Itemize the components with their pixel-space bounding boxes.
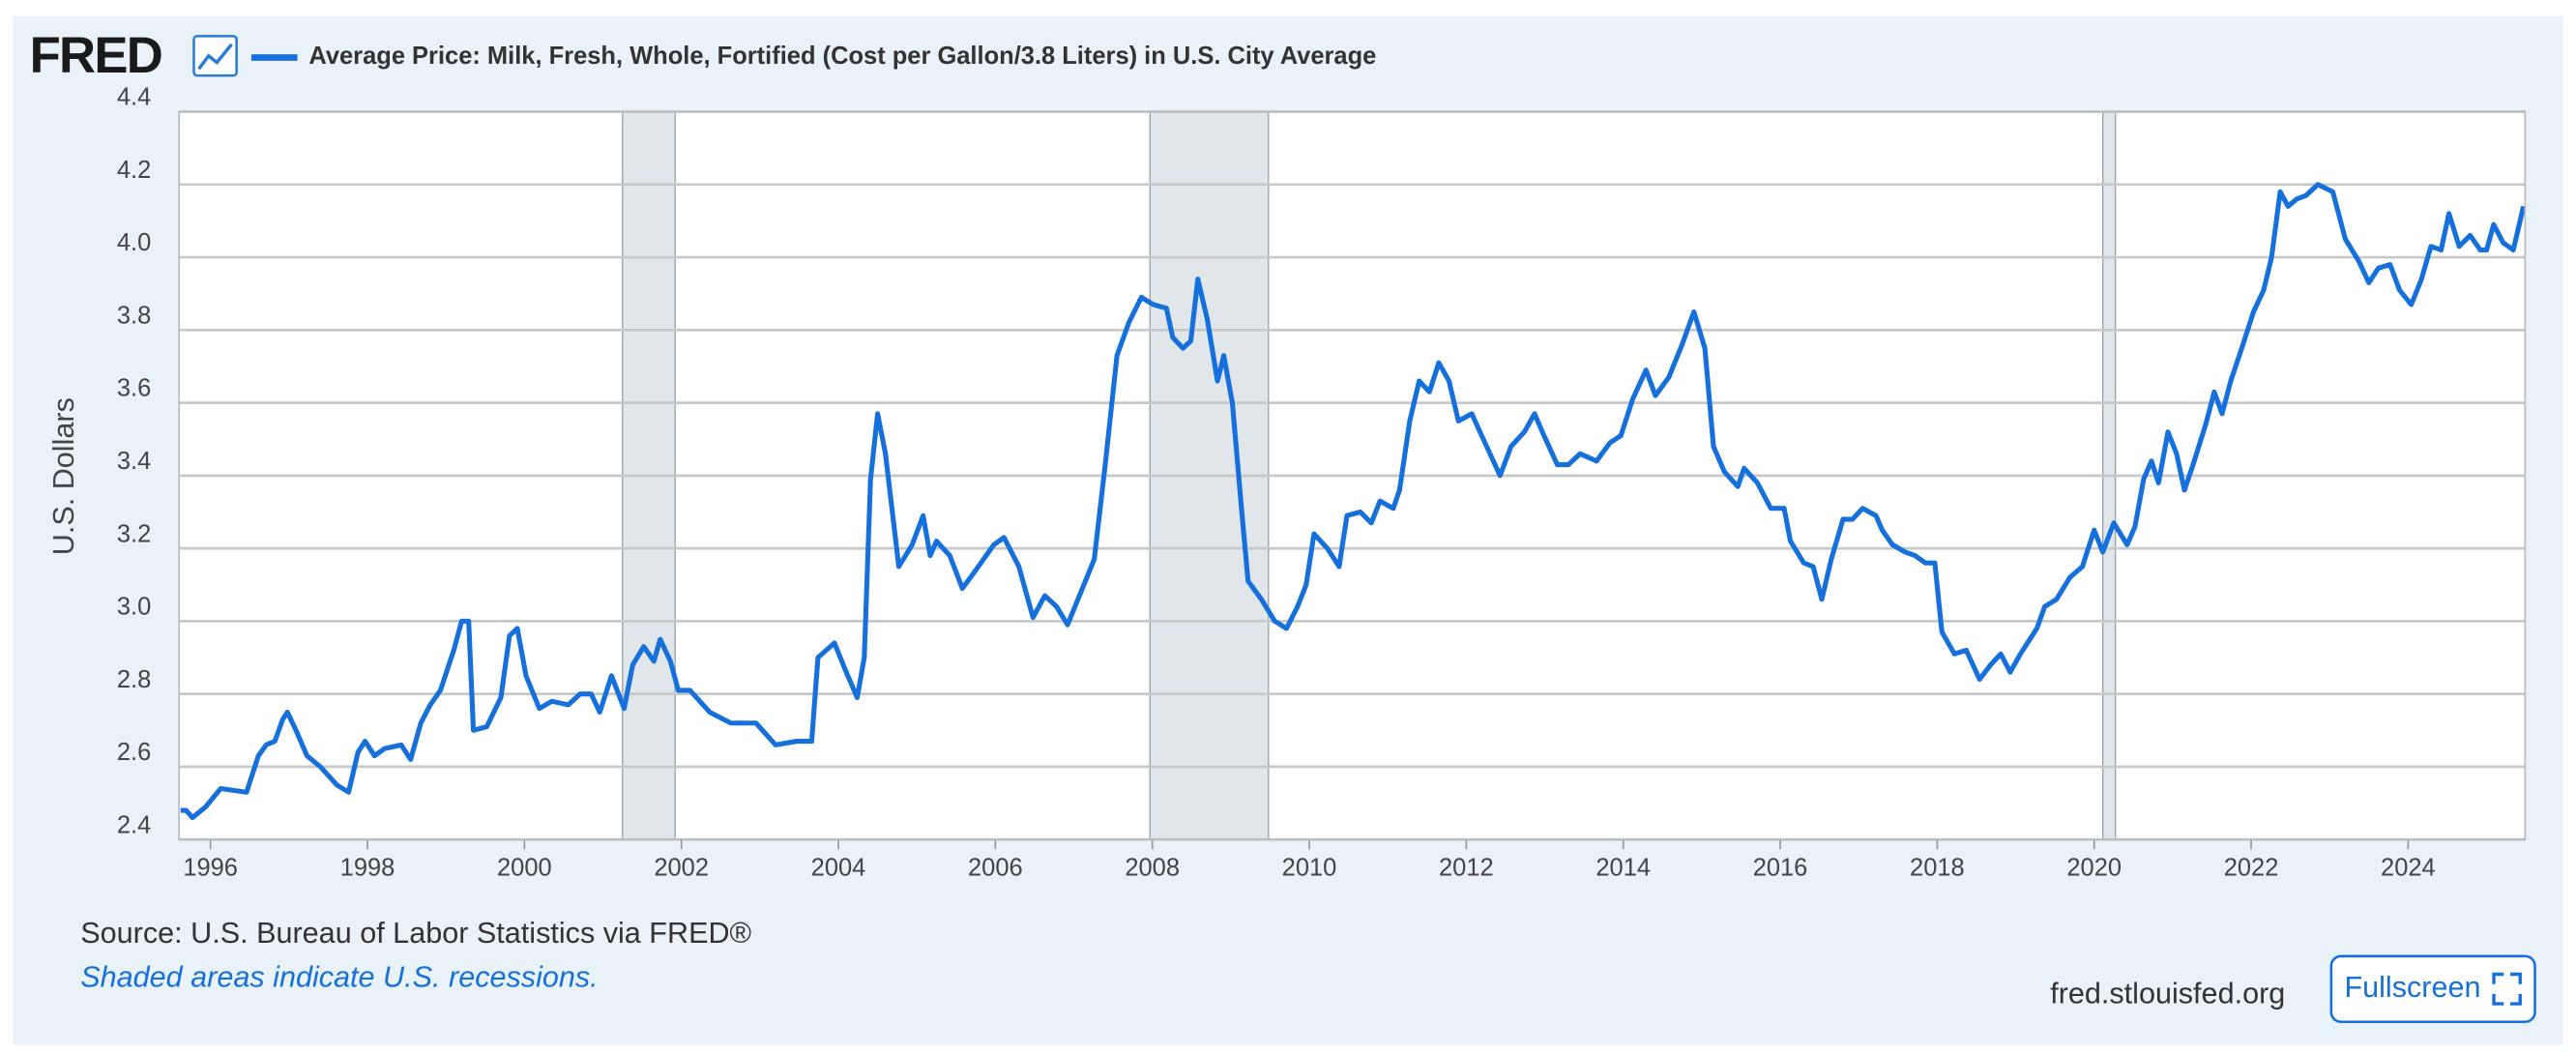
x-tick-label: 2016	[1753, 854, 1808, 881]
y-tick-label: 4.2	[117, 157, 151, 184]
x-tick-label: 2014	[1595, 854, 1651, 881]
x-tick-label: 2012	[1439, 854, 1494, 881]
x-tick-label: 2024	[2381, 854, 2436, 881]
x-tick-label: 1996	[183, 854, 238, 881]
y-tick-label: 3.6	[117, 375, 151, 402]
button-frame[interactable]	[2329, 954, 2536, 1024]
x-tick-label: 2002	[654, 854, 709, 881]
y-tick-label: 3.2	[117, 520, 151, 547]
y-tick-label: 4.0	[117, 229, 151, 256]
logo-icon	[192, 35, 238, 77]
fullscreen-button[interactable]: Fullscreen	[2329, 954, 2536, 1024]
x-tick-label: 2004	[811, 854, 866, 881]
y-axis-label: U.S. Dollars	[47, 397, 80, 555]
site-link[interactable]: fred.stlouisfed.org	[2050, 978, 2285, 1010]
button-label[interactable]: Fullscreen	[2344, 971, 2480, 1004]
logo: FRED	[30, 27, 162, 84]
y-tick-label: 2.4	[117, 811, 151, 838]
x-tick-label: 2020	[2066, 854, 2122, 881]
x-tick-label: 1998	[340, 854, 395, 881]
x-tick-label: 2008	[1125, 854, 1180, 881]
x-tick-label: 2022	[2224, 854, 2279, 881]
data-line	[180, 182, 2527, 821]
plot-border	[178, 110, 2527, 841]
x-tick-label: 2006	[968, 854, 1023, 881]
y-tick-label: 4.4	[117, 84, 151, 111]
legend-label: Average Price: Milk, Fresh, Whole, Forti…	[308, 43, 1376, 70]
y-tick-label: 2.8	[117, 666, 151, 693]
y-tick-label: 3.8	[117, 302, 151, 329]
x-tick-label: 2018	[1910, 854, 1965, 881]
recession-note: Shaded areas indicate U.S. recessions.	[80, 961, 598, 994]
source: Source: U.S. Bureau of Labor Statistics …	[80, 917, 751, 950]
x-tick-label: 2010	[1282, 854, 1337, 881]
y-tick-label: 2.6	[117, 739, 151, 766]
x-tick-label: 2000	[497, 854, 552, 881]
y-tick-label: 3.0	[117, 594, 151, 621]
button-icon[interactable]	[2492, 972, 2522, 1006]
y-tick-label: 3.4	[117, 448, 151, 475]
